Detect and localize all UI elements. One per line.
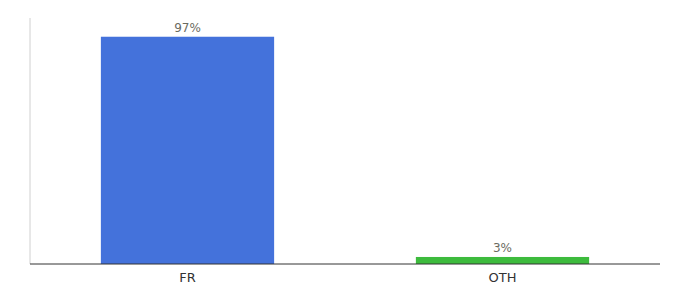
data-label: 97% xyxy=(174,21,201,35)
chart-svg: 97% 3% FR OTH xyxy=(0,0,680,300)
data-label: 3% xyxy=(493,241,512,255)
x-axis-line xyxy=(30,264,660,265)
bar xyxy=(101,37,274,264)
bar xyxy=(416,257,589,264)
bars xyxy=(101,37,589,264)
x-tick-label: FR xyxy=(179,270,196,285)
x-tick-label: OTH xyxy=(489,270,517,285)
y-axis-line xyxy=(30,18,31,264)
chart-container: 97% 3% FR OTH xyxy=(0,0,680,300)
